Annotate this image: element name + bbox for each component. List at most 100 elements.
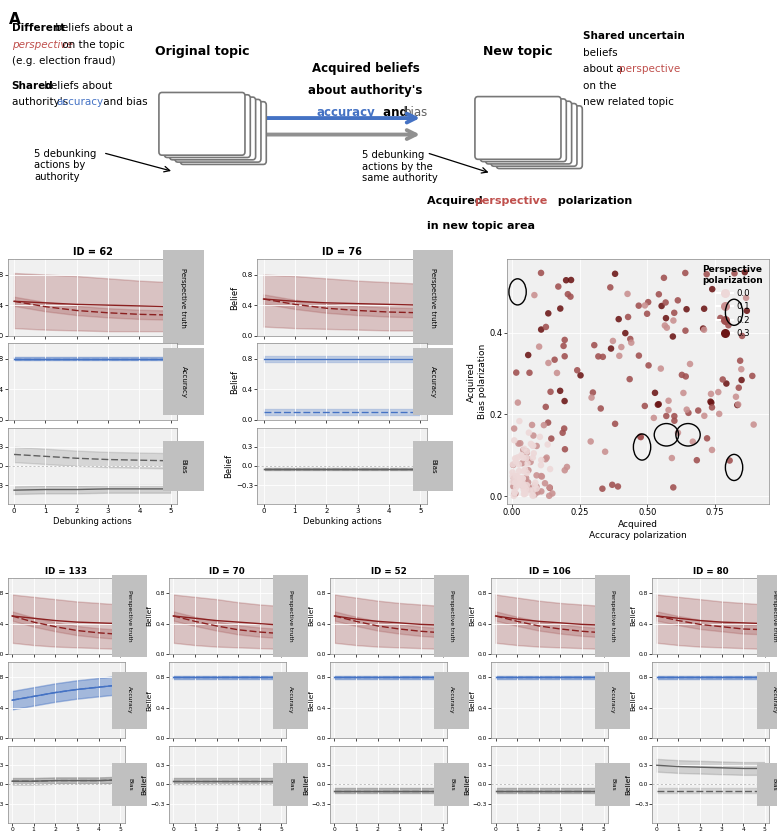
Point	[509, 487, 521, 500]
Point	[521, 452, 534, 465]
Point	[660, 321, 673, 334]
Point	[527, 451, 539, 465]
Point	[585, 391, 598, 404]
Point	[619, 327, 632, 340]
Point	[676, 368, 688, 381]
Point	[535, 459, 547, 472]
Text: B: B	[12, 262, 23, 277]
Point	[641, 307, 653, 321]
Point	[612, 312, 625, 326]
Point	[672, 426, 685, 440]
Text: accuracy: accuracy	[316, 106, 375, 120]
FancyBboxPatch shape	[491, 104, 577, 166]
Point	[557, 339, 570, 352]
Point	[510, 476, 522, 489]
Point	[733, 381, 745, 395]
Point	[574, 369, 587, 382]
Point	[657, 271, 670, 284]
Point	[509, 486, 521, 499]
Title: ID = 80: ID = 80	[693, 567, 729, 576]
Point	[697, 322, 709, 335]
Point	[687, 435, 699, 448]
Point	[508, 485, 521, 499]
Point	[558, 422, 570, 435]
Point	[512, 437, 524, 450]
Point	[526, 418, 538, 431]
Point	[740, 291, 752, 304]
Point	[682, 406, 695, 420]
Point	[680, 370, 692, 383]
Point	[520, 451, 532, 465]
Text: bias: bias	[404, 106, 428, 120]
Point	[542, 356, 555, 370]
Point	[526, 439, 538, 452]
Point	[512, 474, 524, 487]
Point	[611, 479, 624, 493]
Point	[542, 438, 554, 451]
Point	[508, 475, 521, 489]
Point	[705, 387, 717, 401]
Y-axis label: Belief: Belief	[308, 690, 314, 711]
Point	[561, 460, 573, 474]
FancyBboxPatch shape	[480, 99, 566, 161]
Point	[662, 403, 674, 416]
Point	[678, 386, 690, 400]
Point	[528, 288, 541, 302]
Text: Acquired: Acquired	[427, 196, 486, 206]
Point	[698, 302, 710, 316]
Text: New topic: New topic	[483, 45, 552, 58]
Point	[701, 268, 713, 281]
Point	[545, 385, 557, 398]
Y-axis label: Belief: Belief	[225, 454, 233, 478]
Text: Bias: Bias	[611, 778, 615, 791]
Point	[517, 476, 529, 489]
Point	[632, 349, 645, 362]
Point	[513, 465, 525, 478]
Point	[531, 485, 544, 499]
X-axis label: Acquired
Accuracy polarization: Acquired Accuracy polarization	[589, 520, 687, 539]
Point	[679, 266, 692, 279]
Point	[542, 307, 555, 320]
Point	[723, 454, 736, 467]
Point	[730, 390, 742, 403]
Point	[510, 455, 522, 468]
Text: new related topic: new related topic	[583, 97, 674, 107]
Text: and: and	[378, 106, 412, 120]
Point	[746, 369, 758, 382]
Point	[691, 454, 703, 467]
Point	[653, 288, 665, 301]
Point	[681, 302, 693, 316]
Point	[692, 404, 705, 417]
Point	[521, 445, 533, 458]
Point	[528, 429, 540, 442]
Point	[544, 462, 556, 475]
Text: Accuracy: Accuracy	[288, 686, 293, 714]
Point	[522, 464, 535, 477]
Point	[599, 445, 611, 459]
FancyBboxPatch shape	[486, 101, 572, 164]
Point	[518, 472, 531, 485]
Point	[712, 386, 724, 399]
Point	[679, 324, 692, 337]
Point	[531, 440, 543, 453]
Text: Acquired beliefs: Acquired beliefs	[312, 62, 420, 75]
Text: on the: on the	[583, 81, 616, 91]
Title: ID = 76: ID = 76	[322, 247, 362, 257]
Text: 5 debunking
actions by
authority: 5 debunking actions by authority	[34, 149, 97, 182]
Text: Perspective truth: Perspective truth	[430, 268, 436, 327]
Point	[713, 407, 726, 420]
Point	[747, 418, 760, 431]
Y-axis label: Belief: Belief	[630, 690, 636, 711]
Point	[681, 403, 693, 416]
Point	[538, 419, 550, 432]
Point	[643, 359, 655, 372]
Point	[510, 470, 522, 483]
Point	[535, 470, 548, 483]
Point	[632, 299, 645, 312]
Point	[529, 479, 542, 492]
Y-axis label: Belief: Belief	[303, 774, 308, 794]
Point	[518, 442, 531, 455]
Point	[535, 470, 547, 483]
Point	[571, 364, 584, 377]
Text: Perspective truth: Perspective truth	[180, 268, 186, 327]
